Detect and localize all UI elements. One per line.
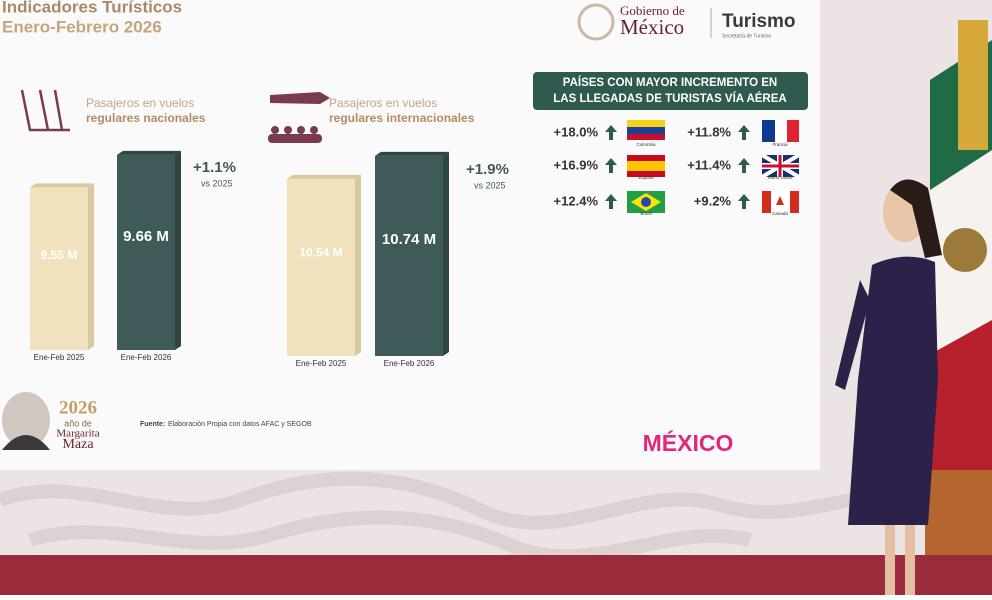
panel-title: Pasajeros en vuelos	[86, 96, 194, 110]
bar	[30, 187, 88, 350]
source-label: Fuente:	[140, 421, 165, 428]
stage-strip	[0, 555, 992, 595]
value-label: 9.66 M	[123, 228, 169, 245]
logo-line2: México	[620, 15, 684, 39]
category-label: Ene-Feb 2026	[121, 353, 172, 362]
bar-top	[117, 150, 181, 155]
change: +11.4%	[687, 157, 731, 172]
presenter	[835, 179, 942, 595]
up-arrow	[738, 194, 750, 209]
category-label: Ene-Feb 2025	[296, 359, 347, 368]
panel-title: regulares internacionales	[329, 111, 475, 125]
country-name: Reino Unido	[768, 175, 793, 180]
country-name: Colombia	[636, 142, 656, 147]
annotation: +1.1%	[193, 159, 236, 176]
change: +18.0%	[554, 124, 599, 139]
source: Elaboración Propia con datos AFAC y SEGO…	[168, 421, 312, 428]
bar-side	[88, 183, 94, 350]
country-name: Francia	[772, 142, 788, 147]
up-arrow	[605, 125, 617, 140]
bar-side	[443, 151, 449, 356]
seat-icon	[20, 89, 70, 132]
year: 2026	[59, 397, 97, 418]
bar	[287, 178, 355, 356]
subtitle: Enero-Febrero 2026	[2, 17, 162, 36]
annotation-sub: vs 2025	[201, 178, 233, 188]
category-label: Ene-Feb 2026	[384, 359, 435, 368]
bar-top	[375, 151, 449, 156]
countries-title: PAÍSES CON MAYOR INCREMENTO EN	[563, 76, 778, 89]
portrait	[2, 392, 50, 448]
up-arrow	[605, 194, 617, 209]
up-arrow	[738, 125, 750, 140]
country-name: España	[638, 175, 654, 180]
wall-pattern	[0, 471, 932, 564]
annotation-sub: vs 2025	[474, 180, 506, 190]
countries-header-bg	[533, 72, 808, 110]
mexican-flag	[920, 20, 992, 555]
seal	[577, 3, 615, 41]
bar-top	[30, 183, 94, 188]
bar	[375, 155, 443, 356]
portrait	[2, 435, 50, 450]
category-label: Ene-Feb 2025	[34, 353, 85, 362]
agency-sub: Secretaría de Turismo	[722, 33, 771, 39]
plane-icon	[268, 92, 330, 143]
country-name: Brasil	[640, 211, 651, 216]
change: +16.9%	[554, 157, 599, 172]
country-name: Canadá	[772, 211, 788, 216]
change: +11.8%	[687, 124, 731, 139]
brand: MÉXICO	[643, 429, 734, 456]
change: +9.2%	[694, 193, 732, 208]
bar-side	[355, 174, 361, 356]
panel-title: Pasajeros en vuelos	[329, 96, 437, 110]
agency: Turismo	[722, 11, 796, 32]
name2: Maza	[62, 437, 94, 452]
panel-title: regulares nacionales	[86, 111, 206, 125]
value-label: 10.54 M	[299, 245, 342, 259]
bar	[117, 154, 175, 350]
flags	[627, 120, 801, 213]
change: +12.4%	[554, 193, 599, 208]
up-arrow	[605, 158, 617, 173]
logo-line1: Gobierno de	[620, 3, 685, 18]
name1: Margarita	[56, 428, 99, 440]
value-label: 9.55 M	[41, 248, 78, 262]
annotation: +1.9%	[466, 161, 509, 178]
title: Indicadores Turísticos	[2, 0, 182, 16]
countries-title: LAS LLEGADAS DE TURISTAS VÍA AÉREA	[553, 92, 786, 105]
bar-top	[287, 174, 361, 179]
bar-side	[175, 150, 181, 350]
up-arrow	[738, 158, 750, 173]
year-sub: año de	[64, 418, 92, 428]
value-label: 10.74 M	[382, 231, 436, 248]
